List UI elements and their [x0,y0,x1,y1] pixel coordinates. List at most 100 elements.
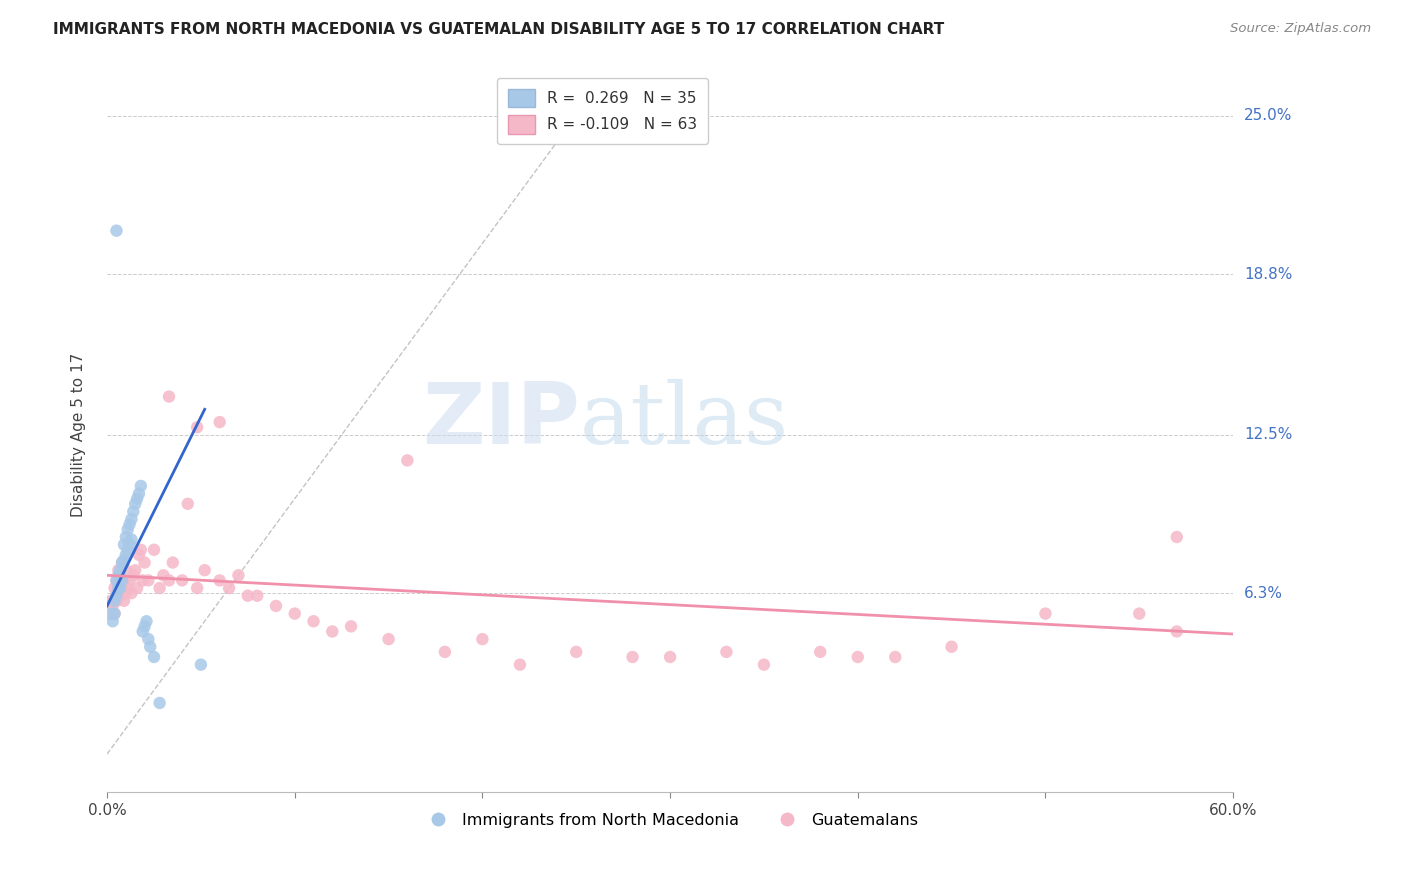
Point [122,504,145,518]
Point [112,574,135,588]
Point [103,607,125,621]
Point [105,594,128,608]
Point [128,548,150,562]
Text: atlas: atlas [581,379,789,462]
Point [752,657,775,672]
Point [115,548,138,562]
Point [433,645,456,659]
Text: ZIP: ZIP [422,379,581,462]
Point [115,530,138,544]
Point [122,568,145,582]
Text: IMMIGRANTS FROM NORTH MACEDONIA VS GUATEMALAN DISABILITY AGE 5 TO 17 CORRELATION: IMMIGRANTS FROM NORTH MACEDONIA VS GUATE… [53,22,945,37]
Point [112,538,135,552]
Point [121,586,143,600]
Point [118,538,141,552]
Point [509,657,531,672]
Point [115,586,138,600]
Point [152,568,174,582]
Point [846,650,869,665]
Point [716,645,738,659]
Point [111,556,134,570]
Point [105,224,128,238]
Point [111,574,134,588]
Point [127,491,149,506]
Point [108,568,131,582]
Point [621,650,644,665]
Point [117,542,139,557]
Point [190,657,212,672]
Point [157,574,180,588]
Point [138,574,160,588]
Point [149,581,172,595]
Point [808,645,831,659]
Point [105,589,128,603]
Point [138,632,160,647]
Text: 18.8%: 18.8% [1244,267,1292,282]
Point [115,563,138,577]
Point [124,497,146,511]
Point [118,517,141,532]
Point [121,512,143,526]
Point [1166,530,1188,544]
Point [111,556,134,570]
Point [208,574,231,588]
Point [117,581,139,595]
Y-axis label: Disability Age 5 to 17: Disability Age 5 to 17 [72,352,86,517]
Point [100,594,122,608]
Point [149,696,172,710]
Point [246,589,269,603]
Point [129,542,152,557]
Point [162,556,184,570]
Point [177,497,200,511]
Point [321,624,343,639]
Point [134,619,156,633]
Point [103,594,125,608]
Point [134,556,156,570]
Point [396,453,419,467]
Point [186,581,208,595]
Point [340,619,363,633]
Point [129,479,152,493]
Point [659,650,682,665]
Text: 12.5%: 12.5% [1244,427,1292,442]
Point [157,390,180,404]
Point [127,581,149,595]
Point [100,607,122,621]
Point [135,614,157,628]
Text: 6.3%: 6.3% [1244,586,1284,600]
Point [194,563,217,577]
Point [117,522,139,536]
Point [107,586,129,600]
Point [565,645,588,659]
Point [111,581,134,595]
Point [101,599,124,613]
Point [1128,607,1150,621]
Point [103,581,125,595]
Point [112,594,135,608]
Point [941,640,963,654]
Point [264,599,287,613]
Point [139,640,162,654]
Point [107,568,129,582]
Point [172,574,194,588]
Point [377,632,399,647]
Point [108,563,131,577]
Point [105,574,128,588]
Point [108,581,131,595]
Text: 25.0%: 25.0% [1244,108,1292,123]
Point [103,607,125,621]
Point [107,563,129,577]
Point [236,589,259,603]
Point [124,563,146,577]
Point [108,589,131,603]
Point [228,568,250,582]
Legend: Immigrants from North Macedonia, Guatemalans: Immigrants from North Macedonia, Guatema… [416,806,924,834]
Text: Source: ZipAtlas.com: Source: ZipAtlas.com [1230,22,1371,36]
Point [471,632,494,647]
Point [121,533,143,547]
Point [118,574,141,588]
Point [884,650,907,665]
Point [1166,624,1188,639]
Point [132,624,155,639]
Point [218,581,240,595]
